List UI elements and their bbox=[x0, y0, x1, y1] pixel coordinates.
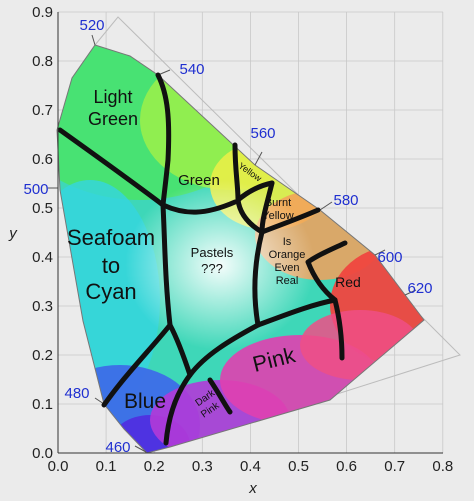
x-tick-label: 0.8 bbox=[432, 458, 453, 475]
label-orange-3: Even bbox=[274, 262, 299, 274]
wavelength-480: 480 bbox=[64, 385, 89, 402]
label-light-green: Light bbox=[93, 87, 132, 107]
wavelength-520: 520 bbox=[79, 17, 104, 34]
y-tick-label: 0.0 bbox=[32, 445, 53, 462]
spectral-locus-outline bbox=[56, 44, 425, 454]
axes-frame bbox=[57, 12, 443, 454]
wavelength-460: 460 bbox=[105, 439, 130, 456]
label-orange-4: Real bbox=[276, 275, 299, 287]
wavelength-560: 560 bbox=[250, 125, 275, 142]
wavelength-540: 540 bbox=[179, 61, 204, 78]
label-seafoam-2: to bbox=[102, 253, 120, 278]
y-tick-label: 0.6 bbox=[32, 151, 53, 168]
label-red: Red bbox=[335, 274, 361, 290]
region-boundaries bbox=[57, 72, 348, 446]
label-pastels-2: ??? bbox=[201, 261, 223, 276]
y-axis-label: y bbox=[8, 225, 18, 242]
label-orange: Is bbox=[283, 236, 292, 248]
x-tick-labels: 0.0 0.1 0.2 0.3 0.4 0.5 0.6 0.7 0.8 bbox=[48, 458, 454, 475]
gamut-outline bbox=[94, 16, 461, 448]
y-tick-labels: 0.0 0.1 0.2 0.3 0.4 0.5 0.6 0.7 0.8 0.9 bbox=[32, 4, 53, 462]
x-tick-label: 0.0 bbox=[48, 458, 69, 475]
x-tick-label: 0.7 bbox=[384, 458, 405, 475]
x-tick-label: 0.1 bbox=[96, 458, 117, 475]
wavelength-620: 620 bbox=[407, 280, 432, 297]
x-tick-label: 0.3 bbox=[192, 458, 213, 475]
x-tick-label: 0.6 bbox=[336, 458, 357, 475]
label-blue: Blue bbox=[124, 390, 166, 413]
label-light-green-2: Green bbox=[88, 109, 138, 129]
region-labels: Light Green Green Yellow Burnt Yellow Se… bbox=[67, 87, 361, 420]
label-orange-2: Orange bbox=[269, 249, 306, 261]
y-tick-label: 0.9 bbox=[32, 4, 53, 21]
x-axis-label: x bbox=[248, 480, 257, 497]
x-tick-label: 0.5 bbox=[288, 458, 309, 475]
label-green: Green bbox=[178, 172, 220, 189]
label-burnt-yellow: Burnt bbox=[265, 197, 291, 209]
label-seafoam: Seafoam bbox=[67, 225, 155, 250]
label-seafoam-3: Cyan bbox=[85, 279, 136, 304]
label-pastels: Pastels bbox=[191, 245, 234, 260]
wavelength-labels: 460 480 500 520 540 560 580 600 620 bbox=[23, 17, 432, 456]
x-tick-label: 0.2 bbox=[144, 458, 165, 475]
y-tick-label: 0.7 bbox=[32, 102, 53, 119]
label-burnt-yellow-2: Yellow bbox=[262, 210, 293, 222]
wavelength-500: 500 bbox=[23, 181, 48, 198]
y-tick-label: 0.4 bbox=[32, 249, 53, 266]
y-tick-label: 0.8 bbox=[32, 53, 53, 70]
wavelength-600: 600 bbox=[377, 249, 402, 266]
y-tick-label: 0.5 bbox=[32, 200, 53, 217]
y-tick-label: 0.3 bbox=[32, 298, 53, 315]
wavelength-580: 580 bbox=[333, 192, 358, 209]
x-tick-label: 0.4 bbox=[240, 458, 261, 475]
y-tick-label: 0.1 bbox=[32, 396, 53, 413]
y-tick-label: 0.2 bbox=[32, 347, 53, 364]
